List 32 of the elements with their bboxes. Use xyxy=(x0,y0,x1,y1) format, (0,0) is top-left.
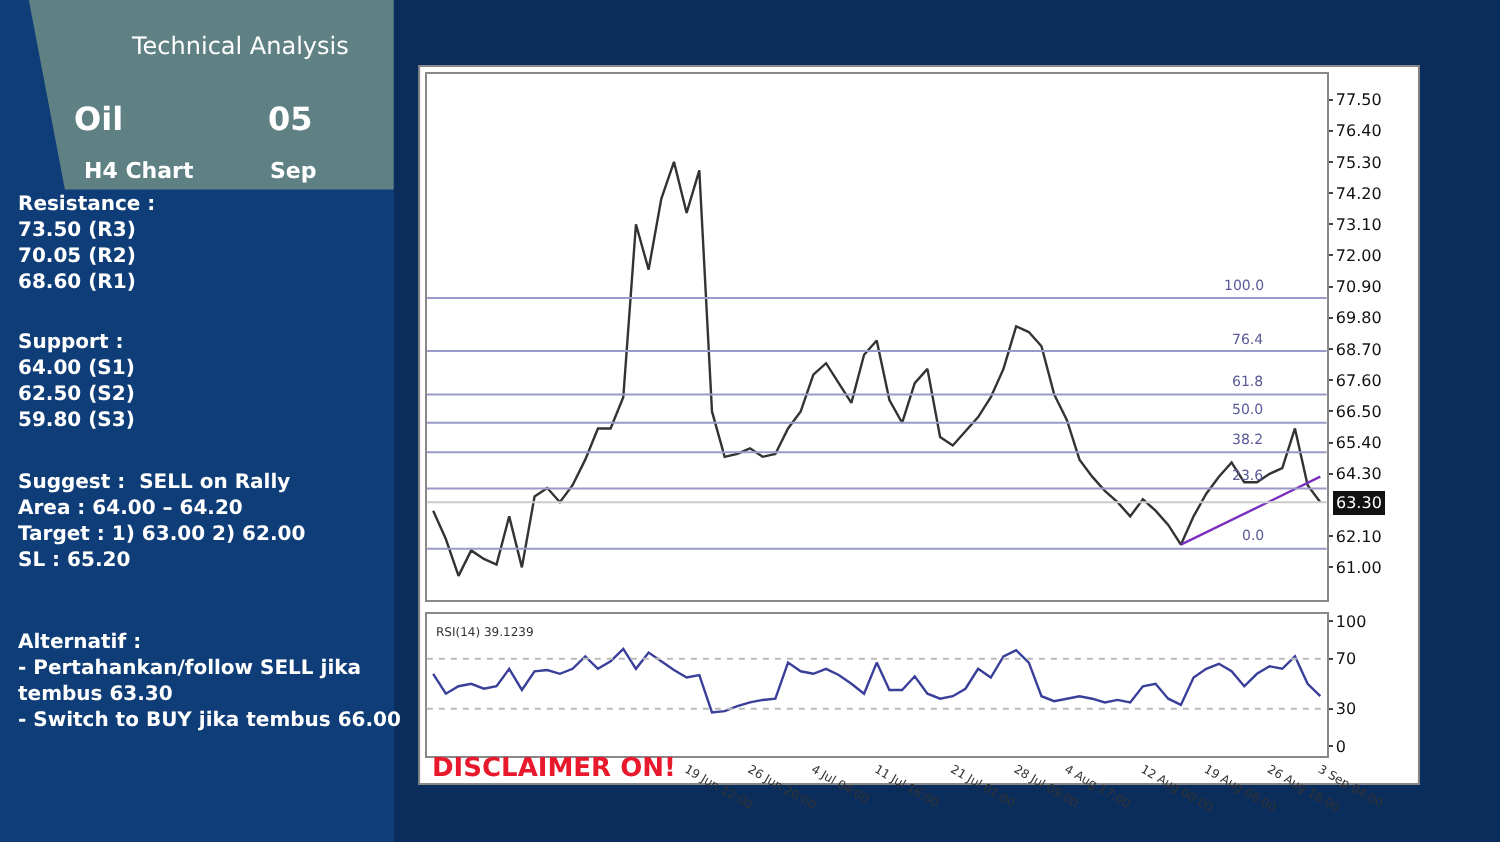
line-series xyxy=(431,160,1322,578)
y-tick-label: 62.10 xyxy=(1335,527,1382,546)
y-tick-label: 70.90 xyxy=(1335,278,1382,297)
y-tick-label: 73.10 xyxy=(1335,215,1382,234)
y-tick-label: 65.40 xyxy=(1335,434,1382,453)
y-tick-label: 66.50 xyxy=(1335,403,1382,422)
y-tick-label: 75.30 xyxy=(1335,153,1382,172)
chart-title: Technical Analysis xyxy=(130,32,349,60)
y-tick-label: 72.00 xyxy=(1335,247,1382,266)
text: 05 xyxy=(268,100,313,138)
y-tick-label: 67.60 xyxy=(1335,371,1382,390)
y-tick-label: 70 xyxy=(1335,650,1357,669)
y-tick-label: 69.80 xyxy=(1335,309,1382,328)
text: Sep xyxy=(270,158,317,184)
y-tick-label: 0 xyxy=(1335,737,1347,756)
text: Suggest : SELL on Rally Area : 64.00 – 64.20 Target : 1) 63.00 2) 62.00 SL : 65.20 xyxy=(18,472,306,572)
y-tick-label: 68.70 xyxy=(1335,340,1382,359)
y-tick-label: 74.20 xyxy=(1335,184,1382,203)
text: H4 Chart xyxy=(84,158,194,184)
y-tick-label: 61.00 xyxy=(1335,559,1382,577)
text: Support : 64.00 (S1) 62.50 (S2) 59.80 (S3) xyxy=(18,332,135,432)
text: Oil xyxy=(74,100,124,138)
text: Alternatif : - Pertahankan/follow SELL jika tembus 63.30 - Switch to BUY jika tembus 66.00 xyxy=(18,632,402,732)
annotation: DISCLAIMER ON! xyxy=(432,754,676,784)
y-tick-label: 76.40 xyxy=(1335,122,1382,141)
y-tick-label: 64.30 xyxy=(1335,465,1382,484)
ref-line-label: 63.30 xyxy=(1336,494,1382,512)
y-tick-label: 30 xyxy=(1335,700,1357,719)
line-series xyxy=(431,647,1322,714)
text: Resistance : 73.50 (R3) 70.05 (R2) 68.60 (R1) xyxy=(18,194,156,294)
y-tick-label: 77.50 xyxy=(1335,91,1382,110)
y-tick-label: 100 xyxy=(1335,613,1367,632)
